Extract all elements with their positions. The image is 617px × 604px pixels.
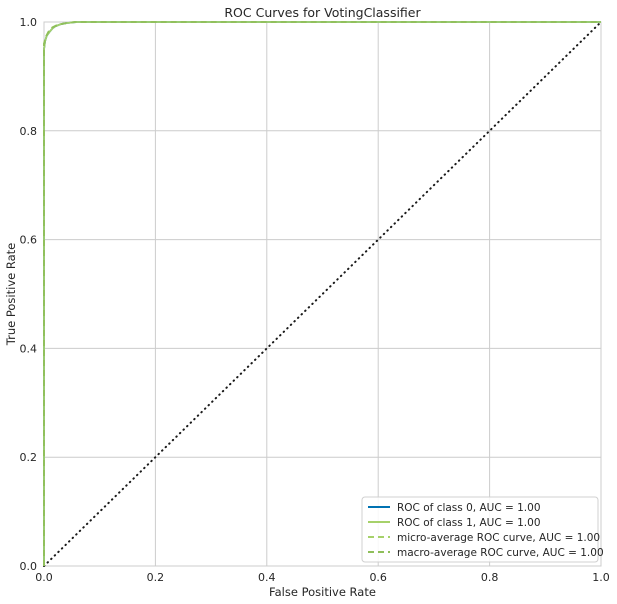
x-tick-label: 0.2 [147, 571, 165, 584]
x-axis-label: False Positive Rate [269, 585, 376, 599]
x-tick-labels: 0.0 0.2 0.4 0.6 0.8 1.0 [35, 571, 610, 584]
y-tick-label: 0.6 [20, 234, 38, 247]
y-tick-label: 0.0 [20, 560, 38, 573]
chance-line [43, 21, 602, 567]
legend-label: micro-average ROC curve, AUC = 1.00 [397, 532, 600, 544]
roc-curves [43, 21, 601, 566]
x-tick-label: 0.8 [481, 571, 499, 584]
y-tick-label: 0.4 [20, 342, 38, 355]
legend: ROC of class 0, AUC = 1.00 ROC of class … [361, 496, 604, 563]
y-axis-label: True Positive Rate [4, 243, 18, 346]
x-tick-label: 0.0 [35, 571, 53, 584]
y-tick-label: 1.0 [20, 16, 38, 29]
legend-label: ROC of class 0, AUC = 1.00 [397, 502, 541, 514]
y-tick-label: 0.2 [20, 451, 38, 464]
legend-label: ROC of class 1, AUC = 1.00 [397, 517, 541, 529]
y-tick-labels: 0.0 0.2 0.4 0.6 0.8 1.0 [20, 16, 38, 573]
chart-title: ROC Curves for VotingClassifier [224, 5, 421, 20]
x-tick-label: 0.4 [258, 571, 276, 584]
reference-diagonal [43, 21, 602, 567]
legend-box [361, 496, 599, 563]
y-tick-label: 0.8 [20, 125, 38, 138]
legend-label: macro-average ROC curve, AUC = 1.00 [397, 547, 604, 559]
x-tick-label: 0.6 [369, 571, 387, 584]
roc-curve-series-3 [43, 21, 601, 566]
gridlines [43, 21, 602, 567]
x-tick-label: 1.0 [592, 571, 610, 584]
